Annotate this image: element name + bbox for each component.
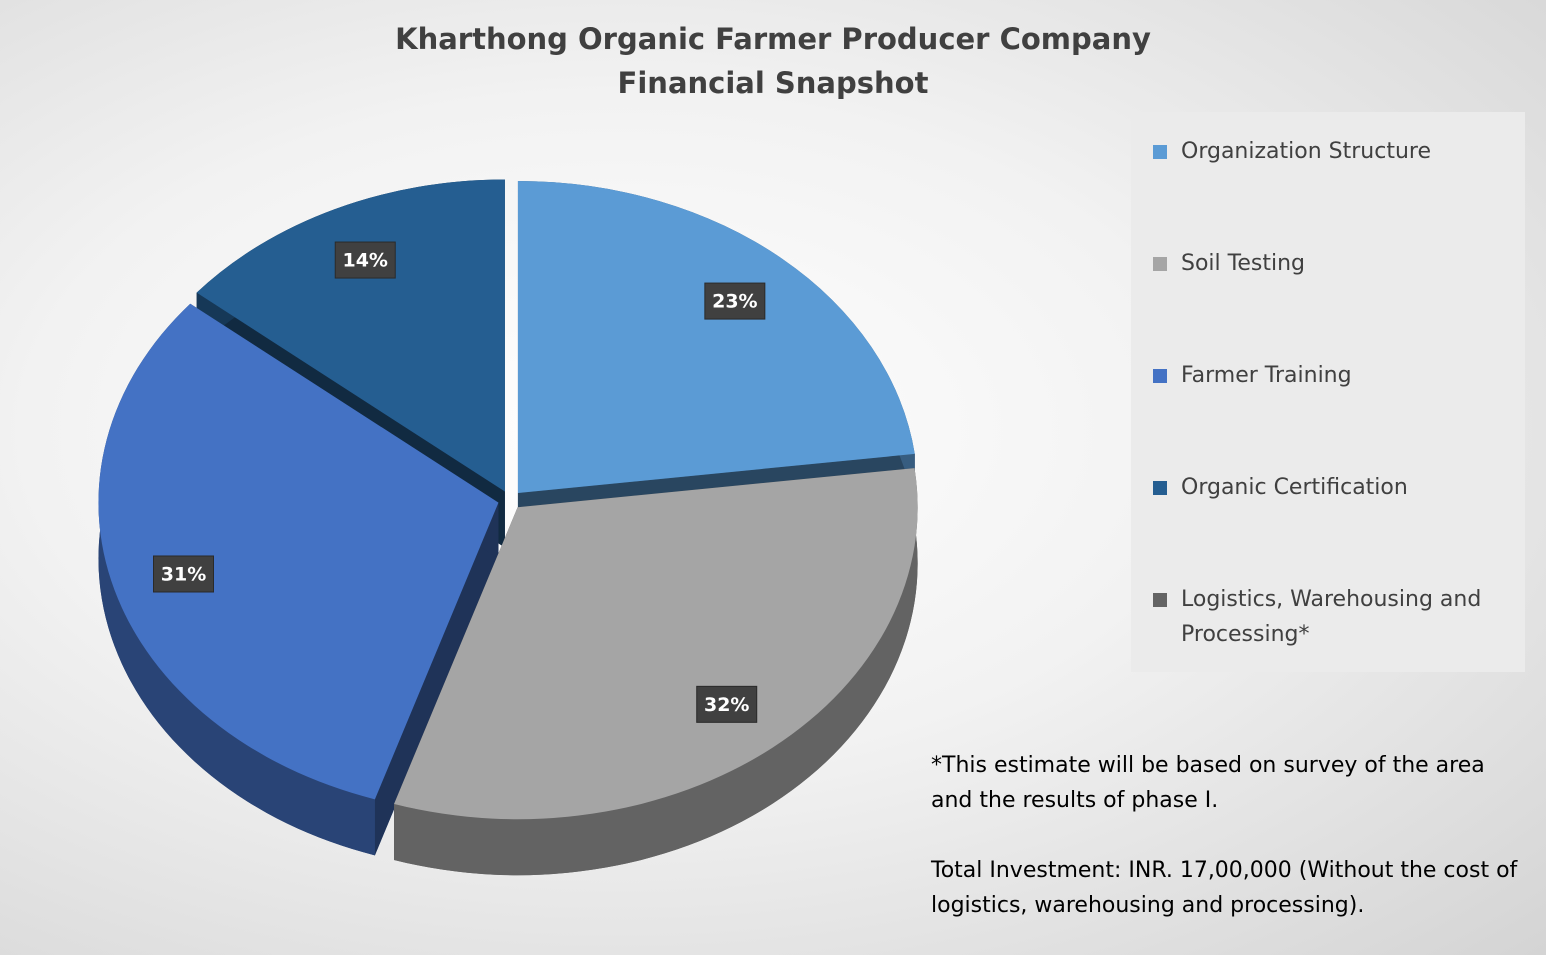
slice xyxy=(394,468,918,876)
data-label: 32% xyxy=(704,694,749,716)
slice xyxy=(196,179,505,548)
note: Total Investment: INR. 17,00,000 (Withou… xyxy=(931,858,1518,918)
legend-item: Organic Certification xyxy=(1153,470,1513,505)
legend: Organization Structure Soil Testing Farmer… xyxy=(1131,112,1525,672)
legend-item: Soil Testing xyxy=(1153,246,1513,281)
legend-swatch xyxy=(1153,593,1167,607)
legend-swatch xyxy=(1153,369,1167,383)
data-label-box xyxy=(153,555,215,593)
legend-swatch xyxy=(1153,481,1167,495)
data-label: 23% xyxy=(712,291,757,313)
legend-item: Logistics, Warehousing and Processing* xyxy=(1153,582,1513,652)
legend-item: Farmer Training xyxy=(1153,358,1513,393)
legend-label: Organization Structure xyxy=(1181,139,1431,164)
slice-top xyxy=(196,179,505,492)
data-label: 14% xyxy=(342,250,387,272)
data-label-box xyxy=(334,241,396,279)
slice-side xyxy=(374,502,499,856)
legend-label: Soil Testing xyxy=(1181,251,1305,276)
legend-swatch xyxy=(1153,257,1167,271)
chart-title: Kharthong Organic Farmer Producer Compan… xyxy=(395,22,1151,56)
legend-label: Logistics, Warehousing and Processing* xyxy=(1181,587,1482,647)
note: *This estimate will be based on survey o… xyxy=(931,753,1485,813)
slice-top xyxy=(517,180,915,493)
data-label: 31% xyxy=(161,563,206,585)
data-label-box xyxy=(696,685,758,723)
legend-item: Organization Structure xyxy=(1153,134,1513,169)
slice-wall xyxy=(394,468,918,876)
slice xyxy=(517,180,915,549)
slice-top xyxy=(98,303,499,800)
legend-label: Farmer Training xyxy=(1181,363,1352,388)
legend-label: Organic Certification xyxy=(1181,475,1408,500)
slice-top xyxy=(394,468,918,820)
chart-title: Financial Snapshot xyxy=(617,66,929,100)
slice xyxy=(98,303,499,856)
legend-swatch xyxy=(1153,145,1167,159)
slice-wall xyxy=(98,303,375,856)
data-label-box xyxy=(704,282,766,320)
